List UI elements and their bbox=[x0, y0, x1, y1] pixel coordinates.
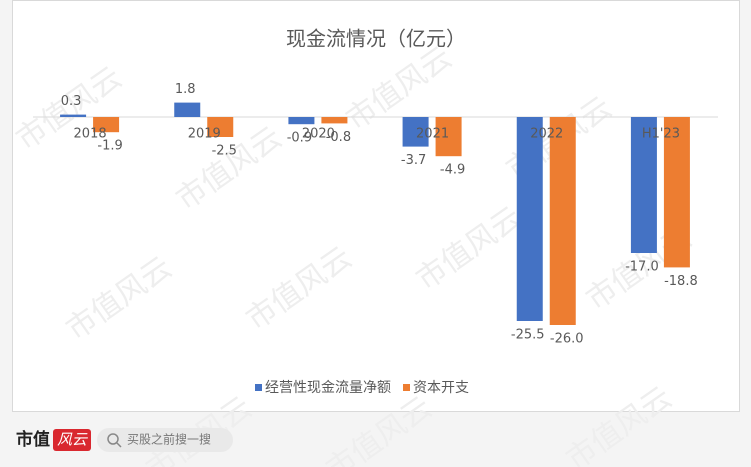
legend-label: 经营性现金流量净额 bbox=[265, 380, 391, 396]
bar bbox=[288, 117, 315, 125]
data-label: 1.8 bbox=[175, 82, 196, 97]
bar bbox=[207, 117, 234, 137]
data-label: -25.5 bbox=[511, 328, 545, 343]
search-placeholder: 买股之前搜一搜 bbox=[127, 432, 211, 447]
x-tick-label: H1'23 bbox=[642, 127, 680, 142]
bar bbox=[402, 117, 429, 147]
x-tick-label: 2018 bbox=[74, 127, 107, 142]
logo-badge bbox=[53, 429, 91, 451]
data-label: -17.0 bbox=[625, 260, 659, 275]
legend-swatch bbox=[403, 384, 410, 391]
legend: 经营性现金流量净额 资本开支 bbox=[255, 380, 469, 396]
legend-swatch bbox=[255, 384, 262, 391]
footer: 市值 风云 买股之前搜一搜 bbox=[16, 428, 233, 452]
data-label: -0.8 bbox=[326, 130, 351, 145]
search-icon bbox=[107, 433, 119, 445]
legend-label: 资本开支 bbox=[413, 380, 469, 396]
chart-title: 现金流情况（亿元） bbox=[286, 27, 466, 51]
x-tick-label: 2022 bbox=[530, 127, 563, 142]
bar bbox=[549, 117, 576, 325]
data-label: -0.9 bbox=[287, 131, 312, 146]
search-icon-handle bbox=[116, 442, 122, 448]
logo-badge-text: 风云 bbox=[57, 431, 88, 449]
chart-card bbox=[12, 0, 740, 412]
data-label: -2.5 bbox=[212, 144, 237, 159]
data-label: -4.9 bbox=[440, 163, 465, 178]
search-box[interactable] bbox=[97, 428, 233, 452]
data-label: -1.9 bbox=[97, 139, 122, 154]
bar bbox=[663, 117, 690, 268]
bar bbox=[516, 117, 543, 321]
bar bbox=[93, 117, 120, 133]
logo-text: 市值 bbox=[16, 429, 50, 450]
data-label: -3.7 bbox=[401, 153, 426, 168]
data-label: -26.0 bbox=[550, 332, 584, 347]
x-tick-label: 2019 bbox=[188, 127, 221, 142]
x-tick-label: 2020 bbox=[302, 127, 335, 142]
data-label: 0.3 bbox=[61, 94, 82, 109]
data-label: -18.8 bbox=[664, 274, 698, 289]
bar bbox=[174, 102, 201, 117]
bar bbox=[60, 114, 87, 117]
x-tick-label: 2021 bbox=[416, 127, 449, 142]
bar bbox=[435, 117, 462, 157]
bar bbox=[321, 117, 348, 124]
bar bbox=[630, 117, 657, 253]
